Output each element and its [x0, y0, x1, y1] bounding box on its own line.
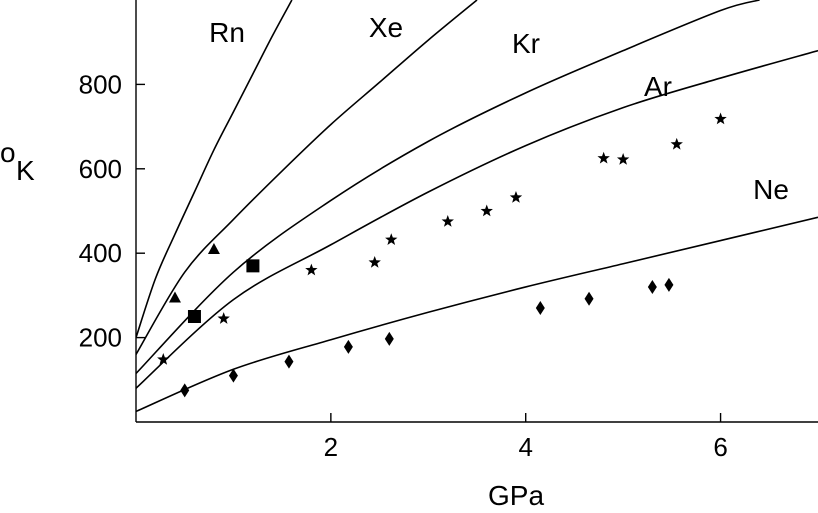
series-label-xe: Xe	[369, 12, 403, 43]
y-tick-label: 200	[79, 323, 122, 353]
x-axis-title: GPa	[488, 480, 544, 511]
data-point-diamond	[647, 279, 657, 294]
data-point-star	[670, 137, 683, 150]
data-point-triangle	[168, 291, 181, 303]
data-point-star	[480, 204, 493, 217]
data-point-square	[246, 259, 260, 273]
data-point-diamond	[384, 331, 394, 346]
data-point-star	[616, 153, 630, 165]
data-point-star	[368, 255, 381, 268]
data-point-diamond	[180, 383, 190, 398]
data-point-star	[441, 215, 454, 227]
chart-points	[157, 112, 727, 398]
y-tick-label: 400	[79, 238, 122, 268]
data-point-star	[509, 191, 523, 203]
curve-xe	[136, 0, 478, 355]
data-point-diamond	[584, 291, 594, 306]
curve-ne	[136, 216, 818, 413]
data-point-diamond	[535, 301, 545, 316]
y-axis-title-superscript: o	[0, 137, 16, 168]
curve-rn	[136, 0, 293, 338]
series-label-ne: Ne	[753, 174, 789, 205]
data-point-star	[385, 233, 398, 245]
x-tick-label: 4	[518, 432, 532, 462]
x-tick-label: 2	[324, 432, 338, 462]
data-point-triangle	[207, 242, 220, 254]
data-point-star	[305, 263, 318, 276]
data-point-diamond	[228, 368, 238, 383]
y-axis-title: K	[16, 155, 35, 186]
data-point-diamond	[664, 277, 674, 292]
data-point-diamond	[284, 354, 294, 369]
x-tick-label: 6	[713, 432, 727, 462]
data-point-square	[187, 310, 201, 323]
curve-kr	[136, 0, 760, 375]
data-point-diamond	[343, 339, 353, 354]
data-point-star	[714, 112, 727, 125]
series-label-kr: Kr	[512, 28, 540, 59]
chart-ticks: 2 4 6 200 400 600 800	[79, 69, 728, 462]
data-point-star	[217, 312, 230, 324]
chart-labels: Rn Xe Kr Ar Ne	[209, 12, 789, 205]
y-tick-label: 600	[79, 154, 122, 184]
series-label-ar: Ar	[644, 71, 672, 102]
data-point-star	[157, 353, 170, 365]
series-label-rn: Rn	[209, 17, 245, 48]
chart-curves	[136, 0, 818, 413]
y-tick-label: 800	[79, 69, 122, 99]
chart-axes	[135, 0, 818, 423]
curve-ar	[136, 49, 818, 389]
data-point-star	[597, 151, 610, 164]
